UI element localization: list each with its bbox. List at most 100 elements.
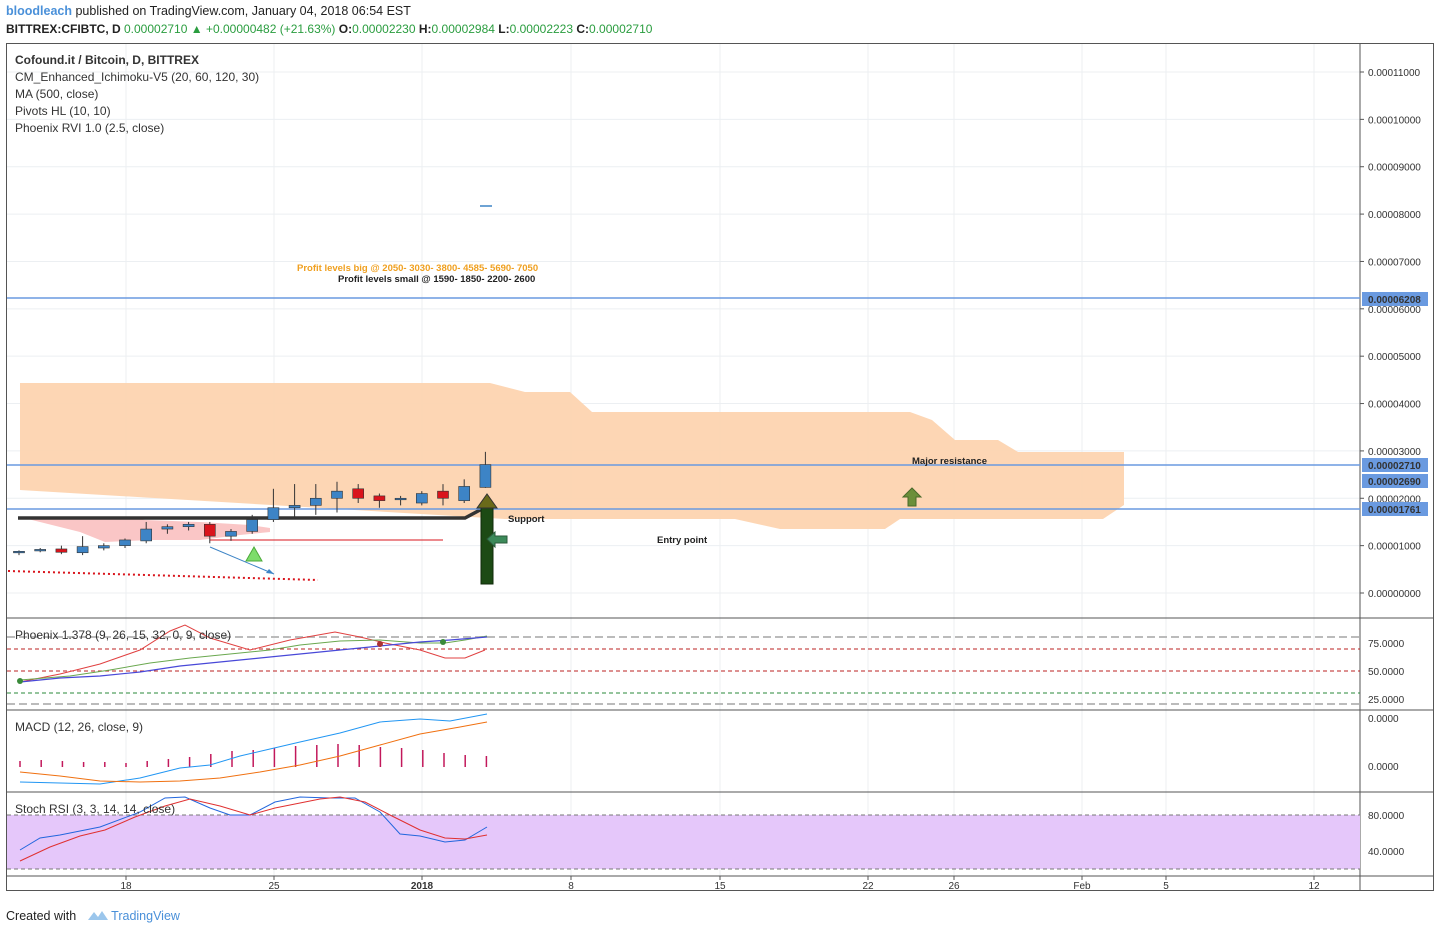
macd-title: MACD (12, 26, close, 9) [15, 720, 143, 734]
candle [479, 464, 492, 488]
candle [267, 507, 280, 520]
price-tick: 0.00003000 [1368, 447, 1421, 458]
phoenix-tick: 50.0000 [1368, 667, 1405, 678]
low-value: 0.00002223 [509, 22, 574, 36]
stoch-tick: 80.0000 [1368, 811, 1405, 822]
candle [288, 505, 301, 509]
time-axis[interactable]: 18 25 2018 8 15 22 26 Feb 5 12 [120, 876, 1320, 892]
entry-point-text: Entry point [657, 535, 708, 546]
candle [204, 524, 216, 537]
last-price: 0.00002710 [124, 22, 188, 36]
support-text: Support [508, 514, 545, 525]
price-label: 0.00001761 [1368, 505, 1421, 516]
publish-info: bloodleach published on TradingView.com,… [6, 4, 411, 18]
candle [394, 497, 407, 501]
phoenix-tick: 75.0000 [1368, 639, 1405, 650]
pivot-triangle-icon [245, 545, 263, 562]
candle [76, 546, 89, 554]
tradingview-logo-icon [87, 911, 108, 920]
price-axis[interactable]: 0.00011000 0.00010000 0.00009000 0.00008000… [1360, 68, 1421, 600]
price-labels: 0.00006208 0.00002710 0.00002690 0.00001… [1362, 292, 1428, 516]
candle [352, 488, 365, 499]
candle [161, 526, 174, 530]
price-tick: 0.00000000 [1368, 589, 1421, 600]
price-label: 0.00006208 [1368, 295, 1421, 306]
published-text: published on TradingView.com, January 04… [75, 4, 411, 18]
time-tick: 8 [568, 881, 574, 892]
price-tick: 0.00011000 [1368, 68, 1421, 79]
phoenix-title: Phoenix 1.378 (9, 26, 15, 32, 0, 9, clos… [15, 628, 231, 642]
candle [373, 495, 386, 501]
macd-tick: 0.0000 [1368, 762, 1399, 773]
candle [225, 531, 237, 537]
chart-frame [6, 43, 1434, 891]
candle [182, 524, 195, 527]
time-tick: 15 [714, 881, 726, 892]
close-label: C: [576, 22, 590, 36]
time-tick: 12 [1308, 881, 1320, 892]
price-tick: 0.00004000 [1368, 400, 1421, 411]
price-tick: 0.00008000 [1368, 210, 1421, 221]
high-value: 0.00002984 [431, 22, 495, 36]
target-arrow-icon [901, 487, 923, 507]
macd-panel: MACD (12, 26, close, 9) 0.0000 0.0000 [15, 713, 1399, 785]
stoch-tick: 40.0000 [1368, 847, 1405, 858]
macd-tick: 0.0000 [1368, 714, 1399, 725]
candle [415, 493, 428, 504]
created-with-text: Created with [6, 909, 77, 923]
time-tick: 5 [1163, 881, 1169, 892]
candle [437, 490, 449, 499]
price-tick: 0.00005000 [1368, 352, 1421, 363]
price-label: 0.00002710 [1368, 461, 1421, 472]
tradingview-link[interactable]: TradingView [111, 909, 180, 923]
candle [98, 545, 110, 549]
time-tick: Feb [1073, 881, 1091, 892]
candle [34, 549, 47, 552]
time-tick: 25 [268, 881, 280, 892]
open-value: 0.00002230 [352, 22, 416, 36]
candle [331, 490, 343, 499]
open-label: O: [338, 22, 353, 36]
legend-item: Phoenix RVI 1.0 (2.5, close) [15, 121, 164, 135]
candle [458, 486, 471, 501]
entry-arrow-icon [476, 493, 498, 585]
price-change: +0.00000482 (+21.63%) [205, 22, 336, 36]
price-tick: 0.00001000 [1368, 542, 1421, 553]
candle [13, 551, 25, 554]
ichimoku-cloud [20, 383, 1124, 529]
legend-item: CM_Enhanced_Ichimoku-V5 (20, 60, 120, 30… [15, 70, 259, 84]
phoenix-panel: Phoenix 1.378 (9, 26, 15, 32, 0, 9, clos… [7, 624, 1405, 706]
ma-dotted-line [7, 570, 319, 581]
candle [55, 548, 68, 553]
stoch-title: Stoch RSI (3, 3, 14, 14, close) [15, 802, 175, 816]
candle [246, 519, 258, 532]
stoch-panel: Stoch RSI (3, 3, 14, 14, close) 80.0000 … [7, 796, 1405, 870]
low-label: L: [498, 22, 510, 36]
time-tick: 22 [862, 881, 874, 892]
candles [13, 451, 492, 556]
candle [140, 528, 152, 542]
symbol-info: BITTREX:CFIBTC, D 0.00002710 ▲ +0.000004… [6, 22, 652, 36]
high-label: H: [418, 22, 432, 36]
up-arrow-icon: ▲ [190, 22, 203, 36]
time-tick: 2018 [411, 881, 434, 892]
price-tick: 0.00006000 [1368, 305, 1421, 316]
chart-title: Cofound.it / Bitcoin, D, BITTREX [15, 53, 199, 67]
legend-item: Pivots HL (10, 10) [15, 104, 111, 118]
price-label: 0.00002690 [1368, 477, 1421, 488]
close-value: 0.00002710 [589, 22, 653, 36]
candle [119, 539, 131, 546]
phoenix-tick: 25.0000 [1368, 695, 1405, 706]
major-resistance-text: Major resistance [912, 456, 987, 467]
symbol-label: BITTREX:CFIBTC, D [6, 22, 121, 36]
left-arrow-icon [486, 530, 508, 549]
time-tick: 26 [948, 881, 960, 892]
price-tick: 0.00002000 [1368, 494, 1421, 505]
price-tick: 0.00009000 [1368, 163, 1421, 174]
candle [309, 497, 322, 506]
author-link[interactable]: bloodleach [6, 4, 72, 18]
price-tick: 0.00007000 [1368, 257, 1421, 268]
profit-big-text: Profit levels big @ 2050- 3030- 3800- 45… [297, 263, 538, 274]
indicator-legend[interactable]: Cofound.it / Bitcoin, D, BITTREX CM_Enha… [15, 53, 259, 135]
